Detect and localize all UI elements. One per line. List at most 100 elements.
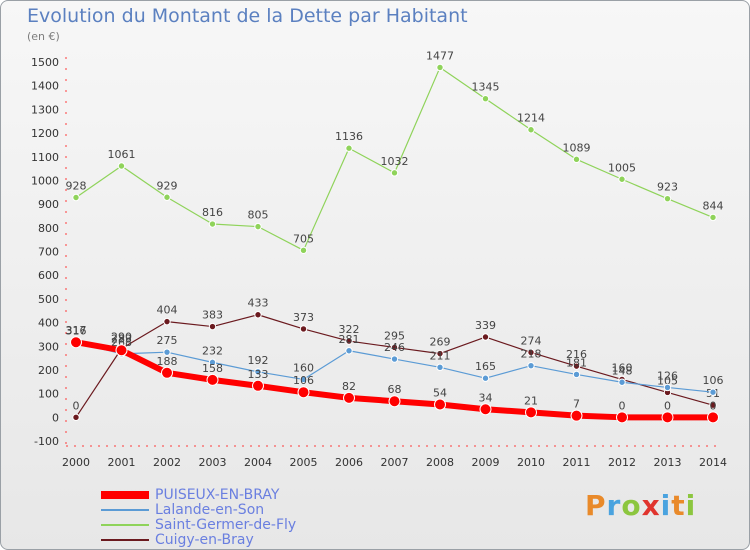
data-label-puiseux-en-bray: 158 <box>202 362 223 375</box>
data-point-puiseux-en-bray <box>525 406 537 419</box>
data-point-lalande-en-son <box>527 361 535 370</box>
y-tick-label: 800 <box>38 222 59 235</box>
data-label-puiseux-en-bray: 0 <box>710 399 717 412</box>
chart-unit: (en €) <box>27 30 60 43</box>
data-point-lalande-en-son <box>163 348 171 356</box>
data-label-saint-germer-de-fly: 1005 <box>608 161 636 174</box>
legend-label: Lalande-en-Son <box>155 502 265 518</box>
data-point-saint-germer-de-fly <box>481 95 490 103</box>
data-label-saint-germer-de-fly: 705 <box>293 232 314 245</box>
data-label-cuigy-en-bray: 383 <box>202 309 223 322</box>
data-label-puiseux-en-bray: 68 <box>388 383 402 396</box>
data-label-cuigy-en-bray: 160 <box>612 361 633 374</box>
data-label-puiseux-en-bray: 34 <box>479 391 493 404</box>
data-label-cuigy-en-bray: 274 <box>521 334 542 347</box>
data-label-saint-germer-de-fly: 1061 <box>108 148 136 161</box>
data-point-saint-germer-de-fly <box>663 194 672 203</box>
y-tick-label: 1300 <box>31 103 59 116</box>
data-label-saint-germer-de-fly: 929 <box>157 179 178 192</box>
data-point-puiseux-en-bray <box>570 409 583 422</box>
legend-item: Saint-Germer-de-Fly <box>101 517 296 533</box>
data-label-cuigy-en-bray: 404 <box>157 304 178 317</box>
data-label-saint-germer-de-fly: 923 <box>657 181 678 194</box>
y-tick-label: 100 <box>38 388 59 401</box>
data-label-puiseux-en-bray: 0 <box>619 399 626 412</box>
data-label-puiseux-en-bray: 133 <box>248 368 269 381</box>
data-point-cuigy-en-bray <box>390 343 399 352</box>
x-tick-label: 2010 <box>517 456 545 469</box>
data-point-puiseux-en-bray <box>252 379 264 392</box>
chart-title: Evolution du Montant de la Dette par Hab… <box>27 5 468 27</box>
y-tick-label: 0 <box>52 411 59 424</box>
y-tick-label: 1400 <box>31 80 59 93</box>
legend-label: PUISEUX-EN-BRAY <box>155 487 280 503</box>
data-label-saint-germer-de-fly: 844 <box>703 199 724 212</box>
x-tick-label: 2002 <box>153 456 181 469</box>
data-label-cuigy-en-bray: 0 <box>73 399 80 412</box>
data-label-lalande-en-son: 181 <box>566 356 587 369</box>
data-point-cuigy-en-bray <box>481 333 490 341</box>
data-label-cuigy-en-bray: 295 <box>384 329 405 342</box>
data-point-puiseux-en-bray <box>70 336 82 349</box>
data-point-saint-germer-de-fly <box>572 155 581 164</box>
data-label-saint-germer-de-fly: 1477 <box>426 49 454 62</box>
data-label-puiseux-en-bray: 0 <box>664 399 671 412</box>
legend-swatch <box>101 509 149 511</box>
data-point-saint-germer-de-fly <box>618 175 626 183</box>
x-tick-label: 2007 <box>381 456 409 469</box>
data-point-cuigy-en-bray <box>527 348 535 357</box>
data-point-puiseux-en-bray <box>206 373 219 386</box>
data-point-saint-germer-de-fly <box>527 126 535 134</box>
data-point-saint-germer-de-fly <box>72 193 80 202</box>
data-label-puiseux-en-bray: 106 <box>293 374 314 387</box>
data-point-saint-germer-de-fly <box>163 193 171 201</box>
data-label-lalande-en-son: 148 <box>612 364 633 377</box>
data-label-lalande-en-son: 218 <box>521 348 542 361</box>
data-point-cuigy-en-bray <box>208 322 217 331</box>
data-point-puiseux-en-bray <box>388 395 401 408</box>
y-tick-label: 500 <box>38 293 59 306</box>
data-point-lalande-en-son <box>481 374 490 382</box>
data-point-saint-germer-de-fly <box>208 220 217 228</box>
legend-label: Cuigy-en-Bray <box>155 532 254 548</box>
y-tick-label: 200 <box>38 364 59 377</box>
data-label-puiseux-en-bray: 54 <box>433 387 447 400</box>
data-label-cuigy-en-bray: 269 <box>430 336 451 349</box>
data-point-saint-germer-de-fly <box>299 246 308 255</box>
data-point-lalande-en-son <box>618 378 626 386</box>
data-point-puiseux-en-bray <box>161 366 173 379</box>
data-label-puiseux-en-bray: 7 <box>573 398 580 411</box>
data-label-puiseux-en-bray: 317 <box>66 324 87 337</box>
data-point-lalande-en-son <box>709 388 717 396</box>
data-label-lalande-en-son: 165 <box>475 360 496 373</box>
data-point-cuigy-en-bray <box>572 362 581 370</box>
data-label-saint-germer-de-fly: 816 <box>202 206 223 219</box>
data-point-lalande-en-son <box>345 347 353 355</box>
data-point-cuigy-en-bray <box>299 325 308 333</box>
data-label-lalande-en-son: 268 <box>111 336 132 349</box>
data-point-puiseux-en-bray <box>343 391 355 404</box>
y-tick-label: 1500 <box>31 56 59 69</box>
data-point-saint-germer-de-fly <box>709 213 717 222</box>
data-label-puiseux-en-bray: 188 <box>157 355 178 368</box>
data-label-cuigy-en-bray: 433 <box>248 297 269 310</box>
y-tick-label: 300 <box>38 340 59 353</box>
x-tick-label: 2011 <box>563 456 591 469</box>
data-label-cuigy-en-bray: 105 <box>657 374 678 387</box>
legend-item: Cuigy-en-Bray <box>101 532 254 548</box>
data-label-lalande-en-son: 160 <box>293 361 314 374</box>
data-point-lalande-en-son <box>436 363 444 372</box>
x-tick-label: 2014 <box>699 456 727 469</box>
y-tick-label: 1000 <box>31 174 59 187</box>
data-point-puiseux-en-bray <box>297 386 310 399</box>
legend-swatch <box>101 524 149 526</box>
data-point-saint-germer-de-fly <box>117 162 126 170</box>
y-tick-label: 1200 <box>31 127 59 140</box>
data-label-saint-germer-de-fly: 928 <box>66 179 87 192</box>
data-point-saint-germer-de-fly <box>345 144 353 152</box>
x-tick-label: 2012 <box>608 456 636 469</box>
data-label-saint-germer-de-fly: 805 <box>248 209 269 222</box>
data-point-cuigy-en-bray <box>254 311 262 319</box>
